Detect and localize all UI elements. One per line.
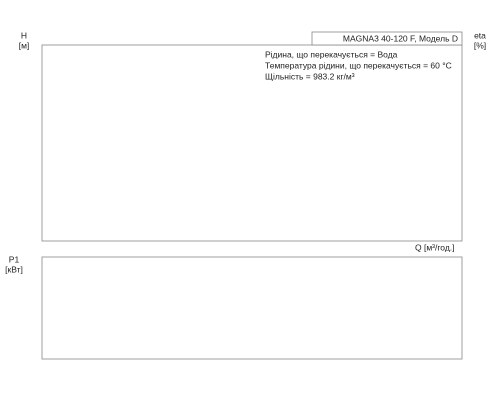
y2-axis-label: eta	[474, 30, 486, 40]
title-box	[311, 31, 463, 46]
y-axis-unit: [м]	[19, 40, 30, 50]
chart-title: MAGNA3 40-120 F, Модель D	[343, 33, 458, 43]
frame-layer: MAGNA3 40-120 F, Модель D Рідина, що пер…	[5, 30, 486, 360]
y2-axis-unit: [%]	[474, 40, 486, 50]
plot-frame	[41, 256, 463, 360]
annotation: Рідина, що перекачується = Вода	[265, 49, 398, 59]
y-axis-label: P1	[9, 254, 20, 264]
y-axis-label: H	[21, 30, 27, 40]
plot-frame	[41, 44, 463, 242]
x-axis-label: Q [м³/год.]	[415, 242, 455, 252]
y-axis-unit: [кВт]	[5, 264, 23, 274]
annotation: Щільність = 983.2 кг/м³	[265, 71, 355, 81]
annotation: Температура рідини, що перекачується = 6…	[265, 60, 452, 70]
